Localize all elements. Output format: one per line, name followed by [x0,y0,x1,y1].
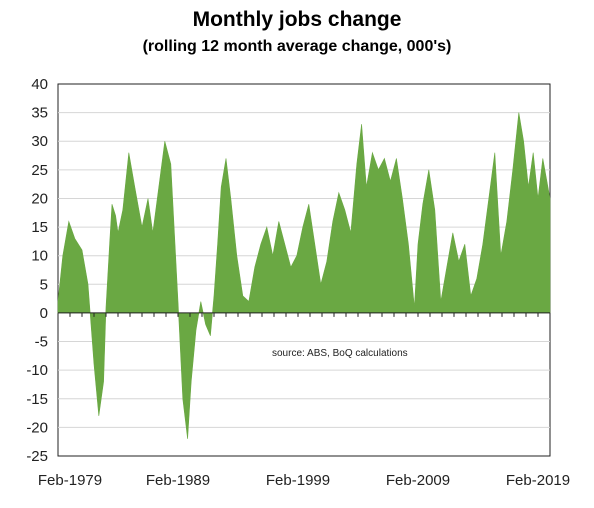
y-tick-label: -5 [35,334,48,351]
chart-title: Monthly jobs change [192,8,402,31]
series-area [57,112,551,439]
x-tick-label: Feb-1979 [38,472,102,489]
y-tick-label: -15 [26,391,48,408]
x-tick-label: Feb-1999 [266,472,330,489]
y-tick-label: 10 [31,248,48,265]
y-tick-label: -25 [26,448,48,465]
y-tick-label: 0 [40,305,48,322]
y-tick-label: 30 [31,133,48,150]
x-tick-marks [69,312,551,317]
x-tick-labels: Feb-1979 Feb-1989 Feb-1999 Feb-2009 Feb-2019 [38,472,570,489]
x-tick-label: Feb-2009 [386,472,450,489]
y-tick-labels: 40 35 30 25 20 15 10 5 0 -5 -10 -15 -20 -25 [26,76,48,465]
y-tick-label: -20 [26,419,48,436]
y-tick-label: 5 [40,276,48,293]
y-tick-label: -10 [26,362,48,379]
chart-subtitle: (rolling 12 month average change, 000's) [142,38,452,55]
y-tick-label: 35 [31,105,48,122]
y-tick-label: 20 [31,190,48,207]
y-tick-label: 15 [31,219,48,236]
y-tick-label: 40 [31,76,48,93]
source-annotation: source: ABS, BoQ calculations [272,348,408,359]
x-tick-label: Feb-1989 [146,472,210,489]
x-tick-label: Feb-2019 [506,472,570,489]
y-tick-label: 25 [31,162,48,179]
